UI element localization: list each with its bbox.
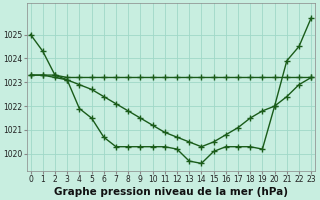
X-axis label: Graphe pression niveau de la mer (hPa): Graphe pression niveau de la mer (hPa) <box>54 187 288 197</box>
